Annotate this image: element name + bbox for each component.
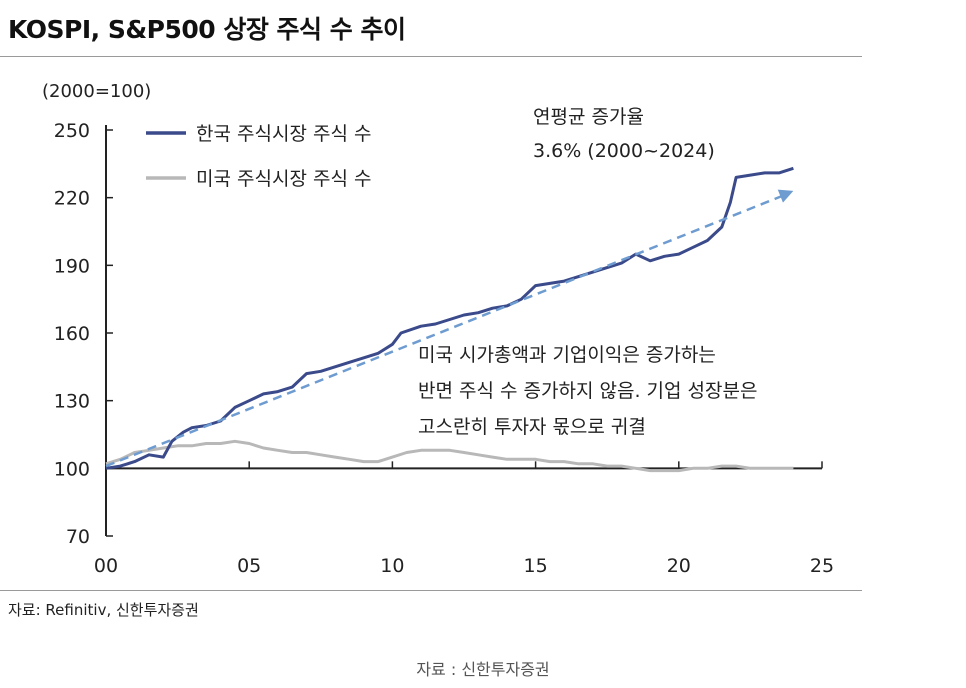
cagr-annotation-line: 3.6% (2000~2024) — [533, 140, 715, 162]
series-lines — [105, 166, 794, 473]
image-caption: 자료 : 신한투자증권 — [416, 660, 550, 679]
x-tick-label: 05 — [237, 555, 261, 577]
y-tick-label: 100 — [54, 458, 90, 480]
trend-arrowhead — [777, 189, 794, 203]
series-line-us — [105, 439, 794, 473]
comment-annotation-line: 고스란히 투자자 몫으로 귀결 — [418, 416, 646, 438]
legend-label: 한국 주식시장 주식 수 — [196, 123, 371, 145]
x-tick-label: 20 — [667, 555, 691, 577]
y-tick-label: 220 — [54, 188, 90, 210]
legend-label: 미국 주식시장 주식 수 — [196, 168, 371, 190]
x-tick-label: 00 — [94, 555, 118, 577]
y-tick-label: 250 — [54, 120, 90, 142]
line-chart: 70 100 130 160 190 220 250 00 05 10 15 20 25 (2000=10… — [42, 81, 834, 577]
unit-label: (2000=100) — [42, 81, 151, 102]
source-divider — [0, 590, 862, 591]
y-tick-label: 160 — [54, 323, 90, 345]
comment-annotation-line: 미국 시가총액과 기업이익은 증가하는 — [418, 344, 716, 366]
comment-annotation-line: 반면 주식 수 증가하지 않음. 기업 성장분은 — [418, 380, 757, 402]
source-note: 자료: Refinitiv, 신한투자증권 — [8, 601, 199, 619]
cagr-annotation-line: 연평균 증가율 — [533, 106, 644, 128]
y-tick-label: 190 — [54, 255, 90, 277]
x-tick-label: 15 — [524, 555, 548, 577]
annotations: 연평균 증가율 3.6% (2000~2024) 미국 시가총액과 기업이익은 증가… — [418, 106, 757, 438]
title-divider — [0, 56, 862, 57]
y-tick-label: 130 — [54, 391, 90, 413]
x-tick-label: 10 — [380, 555, 404, 577]
trend-line — [105, 192, 788, 468]
y-tick-label: 70 — [66, 526, 90, 548]
legend: 한국 주식시장 주식 수미국 주식시장 주식 수 — [146, 123, 371, 190]
x-tick-label: 25 — [810, 555, 834, 577]
tick-labels: 70 100 130 160 190 220 250 00 05 10 15 20 25 (2000=10… — [42, 81, 834, 577]
chart-title: KOSPI, S&P500 상장 주식 수 추이 — [8, 15, 406, 44]
